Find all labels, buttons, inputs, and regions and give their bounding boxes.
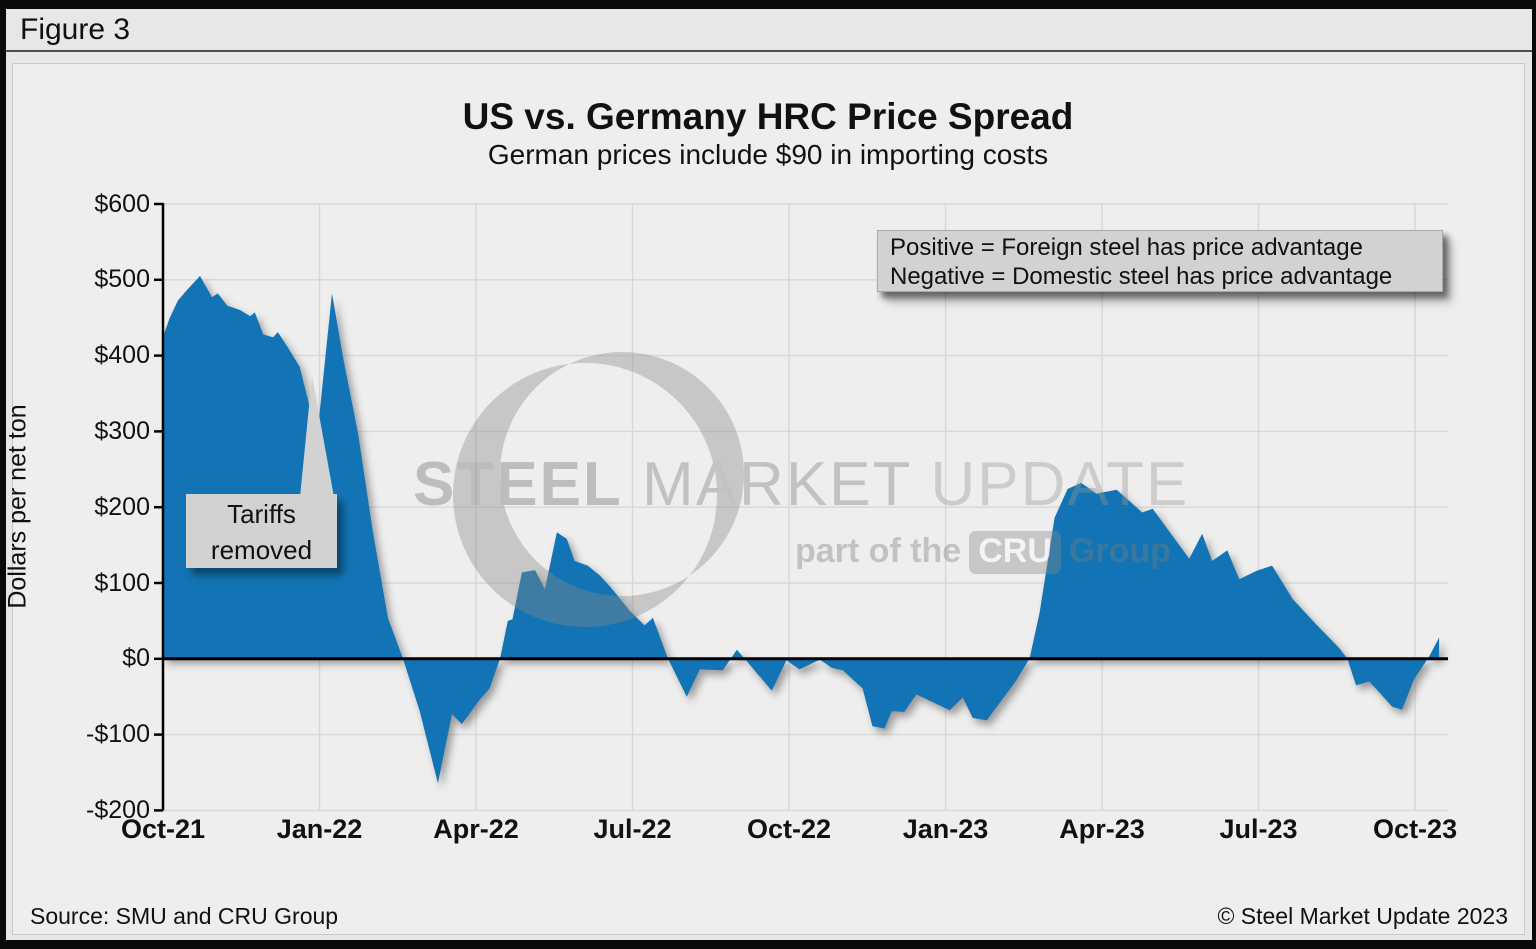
callout-tail xyxy=(300,376,334,497)
figure-label: Figure 3 xyxy=(20,13,131,46)
price-spread-area xyxy=(163,276,1440,784)
watermark-tagline-prefix: part of the xyxy=(795,532,962,570)
cru-badge: CRU xyxy=(969,531,1061,574)
watermark-word-update: UPDATE xyxy=(930,450,1190,519)
watermark-word-market: MARKET xyxy=(642,450,912,519)
watermark-tagline-suffix: Group xyxy=(1068,532,1171,570)
watermark-tagline: part of the CRU Group xyxy=(795,531,1171,574)
watermark-wordmark: STEEL MARKET UPDATE xyxy=(413,449,1189,520)
watermark-word-steel: STEEL xyxy=(413,450,623,519)
header-divider xyxy=(6,50,1532,52)
